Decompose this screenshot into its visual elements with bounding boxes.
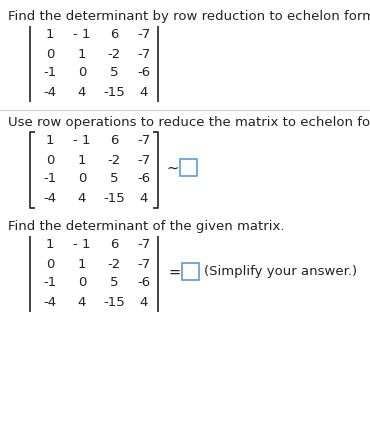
Text: -7: -7 xyxy=(137,239,151,251)
Text: 5: 5 xyxy=(110,276,118,290)
Text: 1: 1 xyxy=(78,153,86,166)
Text: 4: 4 xyxy=(78,191,86,205)
Text: 0: 0 xyxy=(46,153,54,166)
Text: 4: 4 xyxy=(140,85,148,99)
Text: - 1: - 1 xyxy=(73,134,91,148)
Text: -7: -7 xyxy=(137,134,151,148)
Text: 1: 1 xyxy=(78,47,86,60)
Text: 0: 0 xyxy=(46,258,54,271)
Text: 4: 4 xyxy=(140,191,148,205)
Text: Find the determinant of the given matrix.: Find the determinant of the given matrix… xyxy=(8,220,285,233)
Text: -7: -7 xyxy=(137,28,151,42)
Text: -15: -15 xyxy=(103,85,125,99)
Text: 5: 5 xyxy=(110,173,118,186)
Text: 1: 1 xyxy=(78,258,86,271)
Text: 6: 6 xyxy=(110,239,118,251)
Text: 6: 6 xyxy=(110,134,118,148)
Text: -4: -4 xyxy=(43,85,57,99)
Text: -7: -7 xyxy=(137,258,151,271)
Text: 4: 4 xyxy=(140,296,148,308)
Text: -2: -2 xyxy=(107,153,121,166)
Text: =: = xyxy=(168,265,180,279)
Text: 1: 1 xyxy=(46,28,54,42)
Text: - 1: - 1 xyxy=(73,28,91,42)
Text: - 1: - 1 xyxy=(73,239,91,251)
Text: -7: -7 xyxy=(137,153,151,166)
Text: 1: 1 xyxy=(46,134,54,148)
Text: 4: 4 xyxy=(78,85,86,99)
Bar xyxy=(182,263,199,280)
Text: ~: ~ xyxy=(166,160,178,176)
Text: -15: -15 xyxy=(103,191,125,205)
Text: -1: -1 xyxy=(43,276,57,290)
Text: 1: 1 xyxy=(46,239,54,251)
Text: Use row operations to reduce the matrix to echelon form.: Use row operations to reduce the matrix … xyxy=(8,116,370,129)
Text: -2: -2 xyxy=(107,258,121,271)
Text: -6: -6 xyxy=(137,173,151,186)
Text: -6: -6 xyxy=(137,67,151,80)
Text: -1: -1 xyxy=(43,173,57,186)
Text: -4: -4 xyxy=(43,191,57,205)
Text: -15: -15 xyxy=(103,296,125,308)
Text: 4: 4 xyxy=(78,296,86,308)
Bar xyxy=(180,159,197,176)
Text: -6: -6 xyxy=(137,276,151,290)
Text: 6: 6 xyxy=(110,28,118,42)
Text: 0: 0 xyxy=(46,47,54,60)
Text: 0: 0 xyxy=(78,276,86,290)
Text: -2: -2 xyxy=(107,47,121,60)
Text: (Simplify your answer.): (Simplify your answer.) xyxy=(204,265,357,279)
Text: -1: -1 xyxy=(43,67,57,80)
Text: 5: 5 xyxy=(110,67,118,80)
Text: 0: 0 xyxy=(78,173,86,186)
Text: 0: 0 xyxy=(78,67,86,80)
Text: -4: -4 xyxy=(43,296,57,308)
Text: -7: -7 xyxy=(137,47,151,60)
Text: Find the determinant by row reduction to echelon form.: Find the determinant by row reduction to… xyxy=(8,10,370,23)
